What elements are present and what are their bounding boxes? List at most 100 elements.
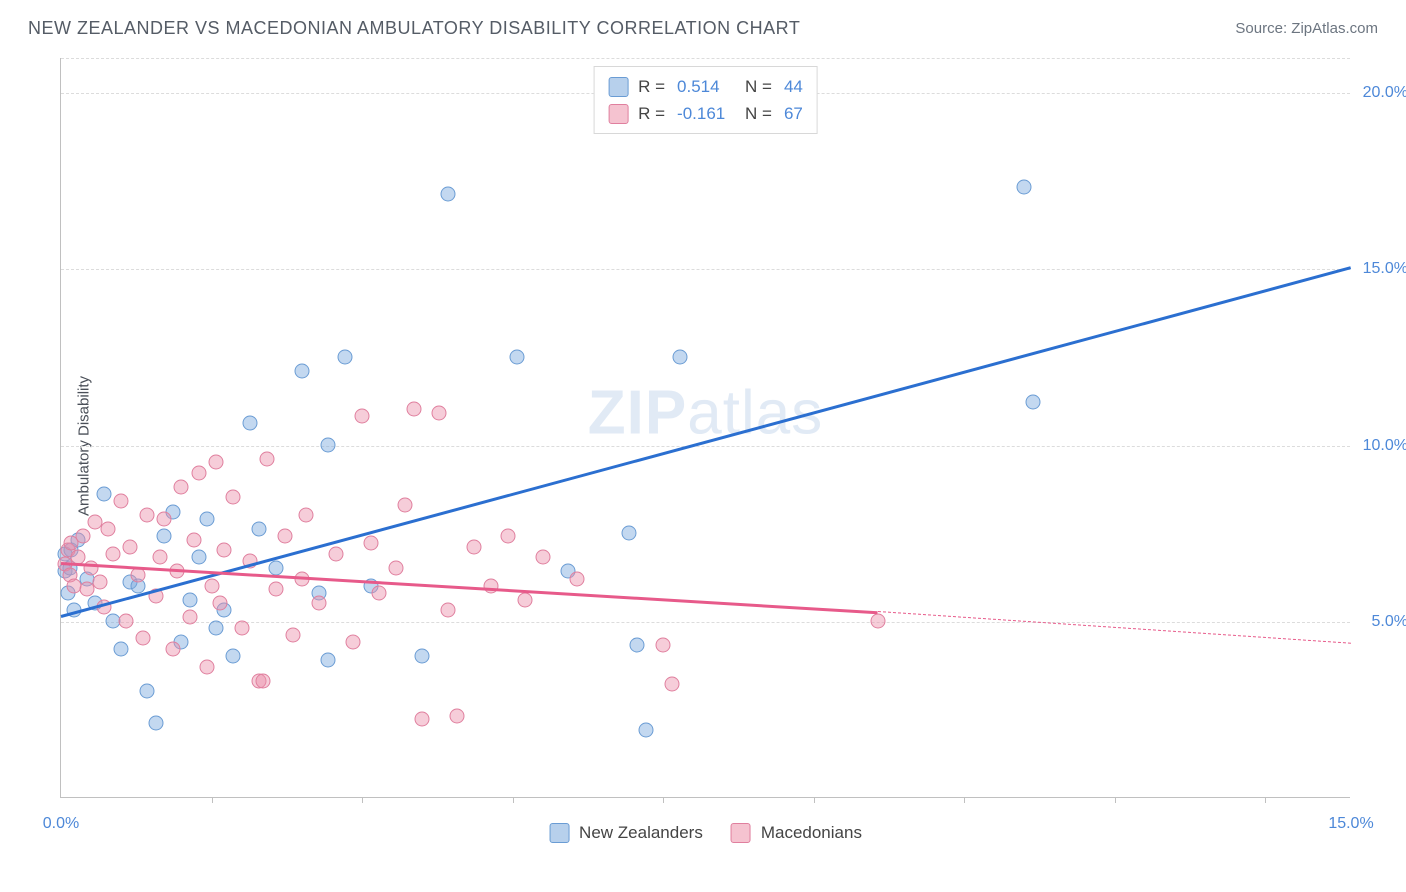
data-point bbox=[208, 455, 223, 470]
data-point bbox=[183, 610, 198, 625]
legend-stats: R =0.514N =44R =-0.161N =67 bbox=[593, 66, 818, 134]
legend-stat-row: R =-0.161N =67 bbox=[608, 100, 803, 127]
x-tick bbox=[513, 797, 514, 803]
x-tick-label: 0.0% bbox=[43, 815, 79, 833]
data-point bbox=[75, 529, 90, 544]
data-point bbox=[101, 522, 116, 537]
legend-series-label: New Zealanders bbox=[579, 823, 703, 843]
data-point bbox=[630, 638, 645, 653]
data-point bbox=[243, 416, 258, 431]
y-tick-label: 15.0% bbox=[1363, 260, 1406, 278]
data-point bbox=[191, 465, 206, 480]
n-label: N = bbox=[745, 100, 772, 127]
legend-series: New Zealanders Macedonians bbox=[549, 823, 862, 843]
source-name: ZipAtlas.com bbox=[1291, 20, 1378, 37]
watermark-atlas: atlas bbox=[687, 378, 823, 447]
data-point bbox=[372, 585, 387, 600]
data-point bbox=[217, 543, 232, 558]
data-point bbox=[174, 479, 189, 494]
data-point bbox=[157, 529, 172, 544]
data-point bbox=[312, 596, 327, 611]
data-point bbox=[432, 405, 447, 420]
data-point bbox=[441, 187, 456, 202]
data-point bbox=[187, 532, 202, 547]
data-point bbox=[122, 539, 137, 554]
x-tick bbox=[663, 797, 664, 803]
data-point bbox=[406, 402, 421, 417]
data-point bbox=[251, 522, 266, 537]
gridline bbox=[61, 58, 1350, 59]
data-point bbox=[114, 494, 129, 509]
r-value: 0.514 bbox=[677, 73, 735, 100]
data-point bbox=[501, 529, 516, 544]
r-label: R = bbox=[638, 73, 665, 100]
x-tick bbox=[362, 797, 363, 803]
data-point bbox=[346, 634, 361, 649]
data-point bbox=[97, 486, 112, 501]
data-point bbox=[256, 673, 271, 688]
x-tick bbox=[212, 797, 213, 803]
data-point bbox=[664, 677, 679, 692]
data-point bbox=[204, 578, 219, 593]
data-point bbox=[92, 575, 107, 590]
legend-stat-row: R = 0.514 N = 44 bbox=[608, 73, 803, 100]
data-point bbox=[294, 363, 309, 378]
data-point bbox=[234, 620, 249, 635]
data-point bbox=[449, 708, 464, 723]
data-point bbox=[415, 649, 430, 664]
x-tick bbox=[814, 797, 815, 803]
data-point bbox=[269, 582, 284, 597]
data-point bbox=[329, 546, 344, 561]
data-point bbox=[118, 613, 133, 628]
data-point bbox=[226, 490, 241, 505]
trend-line-extension bbox=[878, 611, 1351, 644]
x-tick-label: 15.0% bbox=[1328, 815, 1373, 833]
scatter-chart: ZIPatlas R =0.514N =44R =-0.161N =67 New… bbox=[60, 58, 1350, 798]
legend-series-item: Macedonians bbox=[731, 823, 862, 843]
data-point bbox=[226, 649, 241, 664]
data-point bbox=[535, 550, 550, 565]
trend-line bbox=[61, 266, 1352, 618]
y-tick-label: 5.0% bbox=[1372, 613, 1406, 631]
data-point bbox=[200, 659, 215, 674]
legend-swatch bbox=[608, 77, 628, 97]
n-value: 44 bbox=[784, 73, 803, 100]
data-point bbox=[213, 596, 228, 611]
source-text: Source: ZipAtlas.com bbox=[1235, 20, 1378, 37]
data-point bbox=[1017, 180, 1032, 195]
data-point bbox=[415, 712, 430, 727]
n-value: 67 bbox=[784, 100, 803, 127]
legend-series-label: Macedonians bbox=[761, 823, 862, 843]
data-point bbox=[466, 539, 481, 554]
data-point bbox=[570, 571, 585, 586]
data-point bbox=[441, 603, 456, 618]
data-point bbox=[871, 613, 886, 628]
data-point bbox=[355, 409, 370, 424]
x-tick bbox=[1265, 797, 1266, 803]
data-point bbox=[148, 716, 163, 731]
data-point bbox=[518, 592, 533, 607]
data-point bbox=[621, 525, 636, 540]
data-point bbox=[114, 642, 129, 657]
data-point bbox=[140, 684, 155, 699]
r-label: R = bbox=[638, 100, 665, 127]
data-point bbox=[389, 560, 404, 575]
watermark-zip: ZIP bbox=[588, 378, 687, 447]
data-point bbox=[1025, 395, 1040, 410]
gridline bbox=[61, 446, 1350, 447]
data-point bbox=[320, 437, 335, 452]
data-point bbox=[200, 511, 215, 526]
x-tick bbox=[1115, 797, 1116, 803]
data-point bbox=[135, 631, 150, 646]
data-point bbox=[277, 529, 292, 544]
data-point bbox=[299, 508, 314, 523]
data-point bbox=[105, 546, 120, 561]
data-point bbox=[363, 536, 378, 551]
data-point bbox=[260, 451, 275, 466]
data-point bbox=[191, 550, 206, 565]
data-point bbox=[398, 497, 413, 512]
data-point bbox=[140, 508, 155, 523]
n-label: N = bbox=[745, 73, 772, 100]
data-point bbox=[152, 550, 167, 565]
watermark: ZIPatlas bbox=[588, 377, 823, 448]
